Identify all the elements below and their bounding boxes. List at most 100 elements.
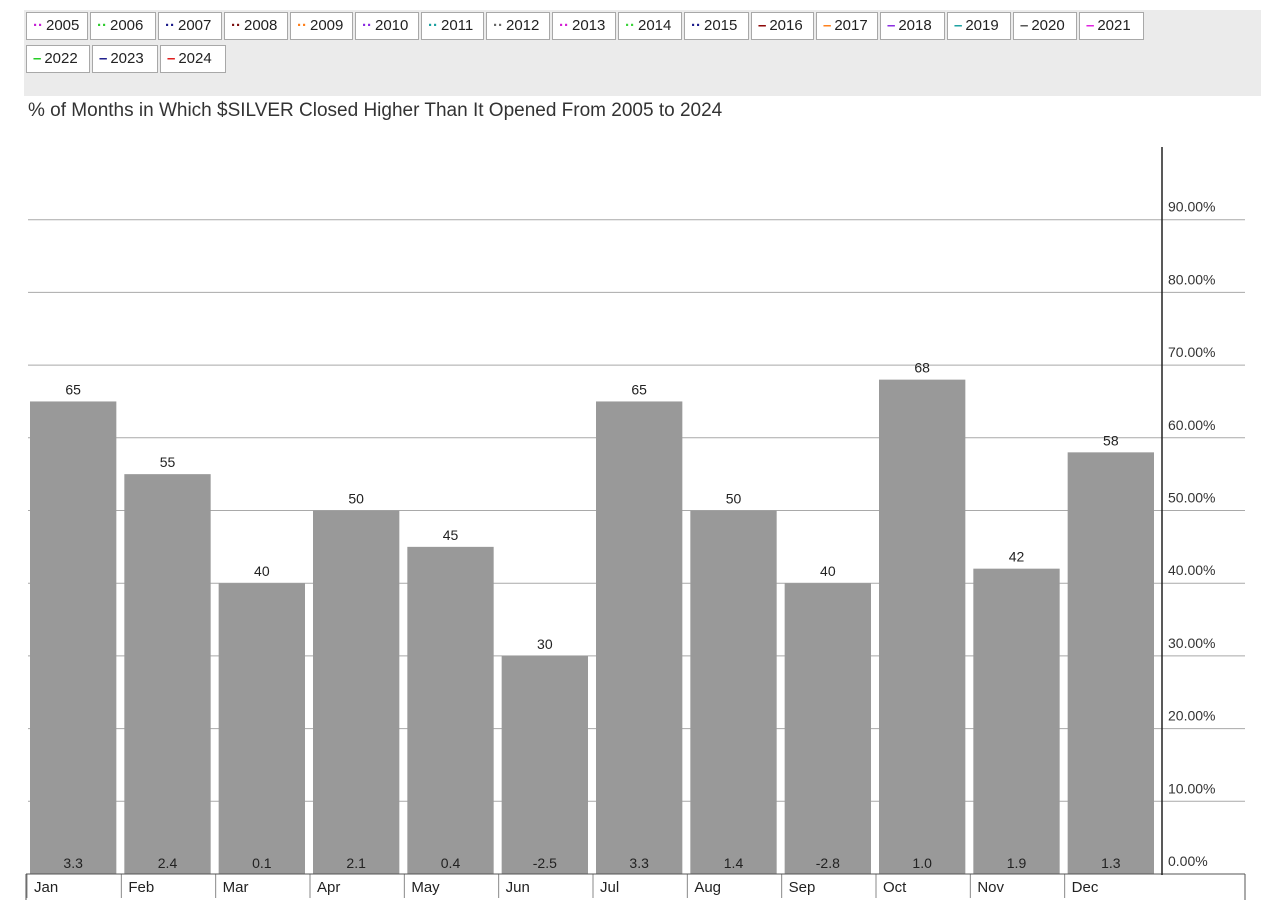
legend-toggle-2011[interactable]: ·· 2011 bbox=[421, 12, 484, 40]
legend-toggle-2008[interactable]: ·· 2008 bbox=[224, 12, 288, 40]
legend-toggle-2009[interactable]: ·· 2009 bbox=[290, 12, 353, 40]
legend-toolbar: ·· 2005 ·· 2006 ·· 2007 ·· 2008 ·· 2009 ·· 2010 ·· 20… bbox=[24, 10, 1261, 96]
bar-bottom-label: 2.1 bbox=[346, 855, 366, 871]
legend-label: 2016 bbox=[769, 17, 803, 34]
legend-label: 2024 bbox=[178, 50, 212, 67]
legend-label: 2018 bbox=[898, 17, 932, 34]
y-tick-label: 20.00% bbox=[1168, 708, 1215, 724]
legend-swatch-icon: ·· bbox=[97, 17, 107, 34]
x-tick-label: Apr bbox=[317, 879, 340, 896]
legend-swatch-icon: ·· bbox=[297, 17, 307, 34]
legend-toggle-2022[interactable]: –2022 bbox=[26, 45, 90, 73]
x-tick-label: Jan bbox=[34, 879, 58, 896]
legend-label: 2015 bbox=[704, 17, 738, 34]
legend-toggle-2005[interactable]: ·· 2005 bbox=[26, 12, 88, 40]
legend-label: 2012 bbox=[506, 17, 540, 34]
legend-label: 2022 bbox=[44, 50, 78, 67]
legend-toggle-2021[interactable]: –2021 bbox=[1079, 12, 1144, 40]
legend-label: 2007 bbox=[178, 17, 212, 34]
legend-toggle-2013[interactable]: ·· 2013 bbox=[552, 12, 616, 40]
bar-value-label: 40 bbox=[254, 563, 270, 579]
legend-toggle-2015[interactable]: ·· 2015 bbox=[684, 12, 749, 40]
legend-label: 2023 bbox=[110, 50, 144, 67]
bar-value-label: 40 bbox=[820, 563, 836, 579]
legend-toggle-2019[interactable]: –2019 bbox=[947, 12, 1011, 40]
x-tick-label: Sep bbox=[789, 879, 816, 896]
legend-label: 2014 bbox=[638, 17, 672, 34]
x-tick-label: Aug bbox=[694, 879, 721, 896]
legend-swatch-icon: – bbox=[887, 17, 896, 34]
legend-swatch-icon: – bbox=[823, 17, 832, 34]
legend-swatch-icon: ·· bbox=[428, 17, 438, 34]
x-tick-label: Oct bbox=[883, 879, 907, 896]
bar-bottom-label: 3.3 bbox=[63, 855, 83, 871]
bar-value-label: 50 bbox=[348, 491, 364, 507]
legend-swatch-icon: ·· bbox=[362, 17, 372, 34]
legend-swatch-icon: – bbox=[758, 17, 767, 34]
bar bbox=[313, 510, 400, 874]
legend-label: 2017 bbox=[834, 17, 868, 34]
bar-bottom-label: 1.3 bbox=[1101, 855, 1121, 871]
x-tick-label: Jun bbox=[506, 879, 530, 896]
legend-label: 2021 bbox=[1097, 17, 1131, 34]
bar-value-label: 30 bbox=[537, 636, 553, 652]
chart-title: % of Months in Which $SILVER Closed High… bbox=[28, 100, 723, 121]
bar bbox=[218, 583, 305, 874]
y-tick-label: 10.00% bbox=[1168, 780, 1215, 796]
y-tick-label: 40.00% bbox=[1168, 562, 1215, 578]
x-tick-label: May bbox=[411, 879, 440, 896]
legend-toggle-2006[interactable]: ·· 2006 bbox=[90, 12, 156, 40]
legend-swatch-icon: – bbox=[167, 50, 176, 67]
legend-toggle-2018[interactable]: –2018 bbox=[880, 12, 945, 40]
bar-bottom-label: 0.4 bbox=[441, 855, 461, 871]
bar bbox=[596, 401, 683, 874]
bar-value-label: 58 bbox=[1103, 432, 1119, 448]
legend-swatch-icon: – bbox=[1020, 17, 1029, 34]
x-tick-label: Jul bbox=[600, 879, 619, 896]
bar-bottom-label: 3.3 bbox=[629, 855, 649, 871]
legend-toggle-2007[interactable]: ·· 2007 bbox=[158, 12, 222, 40]
legend-label: 2019 bbox=[965, 17, 999, 34]
legend-label: 2011 bbox=[441, 17, 474, 34]
legend-swatch-icon: ·· bbox=[625, 17, 635, 34]
bar bbox=[124, 474, 211, 874]
legend-swatch-icon: – bbox=[33, 50, 42, 67]
legend-toggle-2023[interactable]: –2023 bbox=[92, 45, 158, 73]
y-tick-label: 30.00% bbox=[1168, 635, 1215, 651]
legend-swatch-icon: – bbox=[99, 50, 108, 67]
legend-toggle-2016[interactable]: –2016 bbox=[751, 12, 814, 40]
legend-label: 2009 bbox=[310, 17, 344, 34]
legend-label: 2010 bbox=[375, 17, 409, 34]
bar-value-label: 42 bbox=[1009, 549, 1025, 565]
bar bbox=[407, 546, 494, 874]
legend-swatch-icon: ·· bbox=[165, 17, 175, 34]
bar-value-label: 45 bbox=[443, 527, 459, 543]
bar-bottom-label: 1.4 bbox=[724, 855, 744, 871]
legend-toggle-2014[interactable]: ·· 2014 bbox=[618, 12, 682, 40]
bar-value-label: 55 bbox=[160, 454, 176, 470]
legend-swatch-icon: – bbox=[954, 17, 963, 34]
y-tick-label: 60.00% bbox=[1168, 417, 1215, 433]
bar bbox=[690, 510, 777, 874]
bar-value-label: 65 bbox=[631, 381, 647, 397]
legend-toggle-2017[interactable]: –2017 bbox=[816, 12, 878, 40]
legend-swatch-icon: ·· bbox=[231, 17, 241, 34]
bar-bottom-label: -2.8 bbox=[816, 855, 840, 871]
legend-label: 2006 bbox=[110, 17, 144, 34]
y-tick-label: 50.00% bbox=[1168, 490, 1215, 506]
bar-bottom-label: -2.5 bbox=[533, 855, 557, 871]
x-tick-label: Dec bbox=[1072, 879, 1099, 896]
legend-label: 2008 bbox=[244, 17, 278, 34]
bar bbox=[784, 583, 871, 874]
legend-toggle-2010[interactable]: ·· 2010 bbox=[355, 12, 419, 40]
legend-toggle-2012[interactable]: ·· 2012 bbox=[486, 12, 550, 40]
y-tick-label: 80.00% bbox=[1168, 271, 1215, 287]
y-tick-label: 0.00% bbox=[1168, 853, 1208, 869]
bar-value-label: 68 bbox=[914, 360, 930, 376]
legend-swatch-icon: ·· bbox=[493, 17, 503, 34]
legend-toggle-2024[interactable]: –2024 bbox=[160, 45, 226, 73]
legend-swatch-icon: – bbox=[1086, 17, 1095, 34]
legend-toggle-2020[interactable]: –2020 bbox=[1013, 12, 1077, 40]
x-tick-label: Mar bbox=[223, 879, 249, 896]
